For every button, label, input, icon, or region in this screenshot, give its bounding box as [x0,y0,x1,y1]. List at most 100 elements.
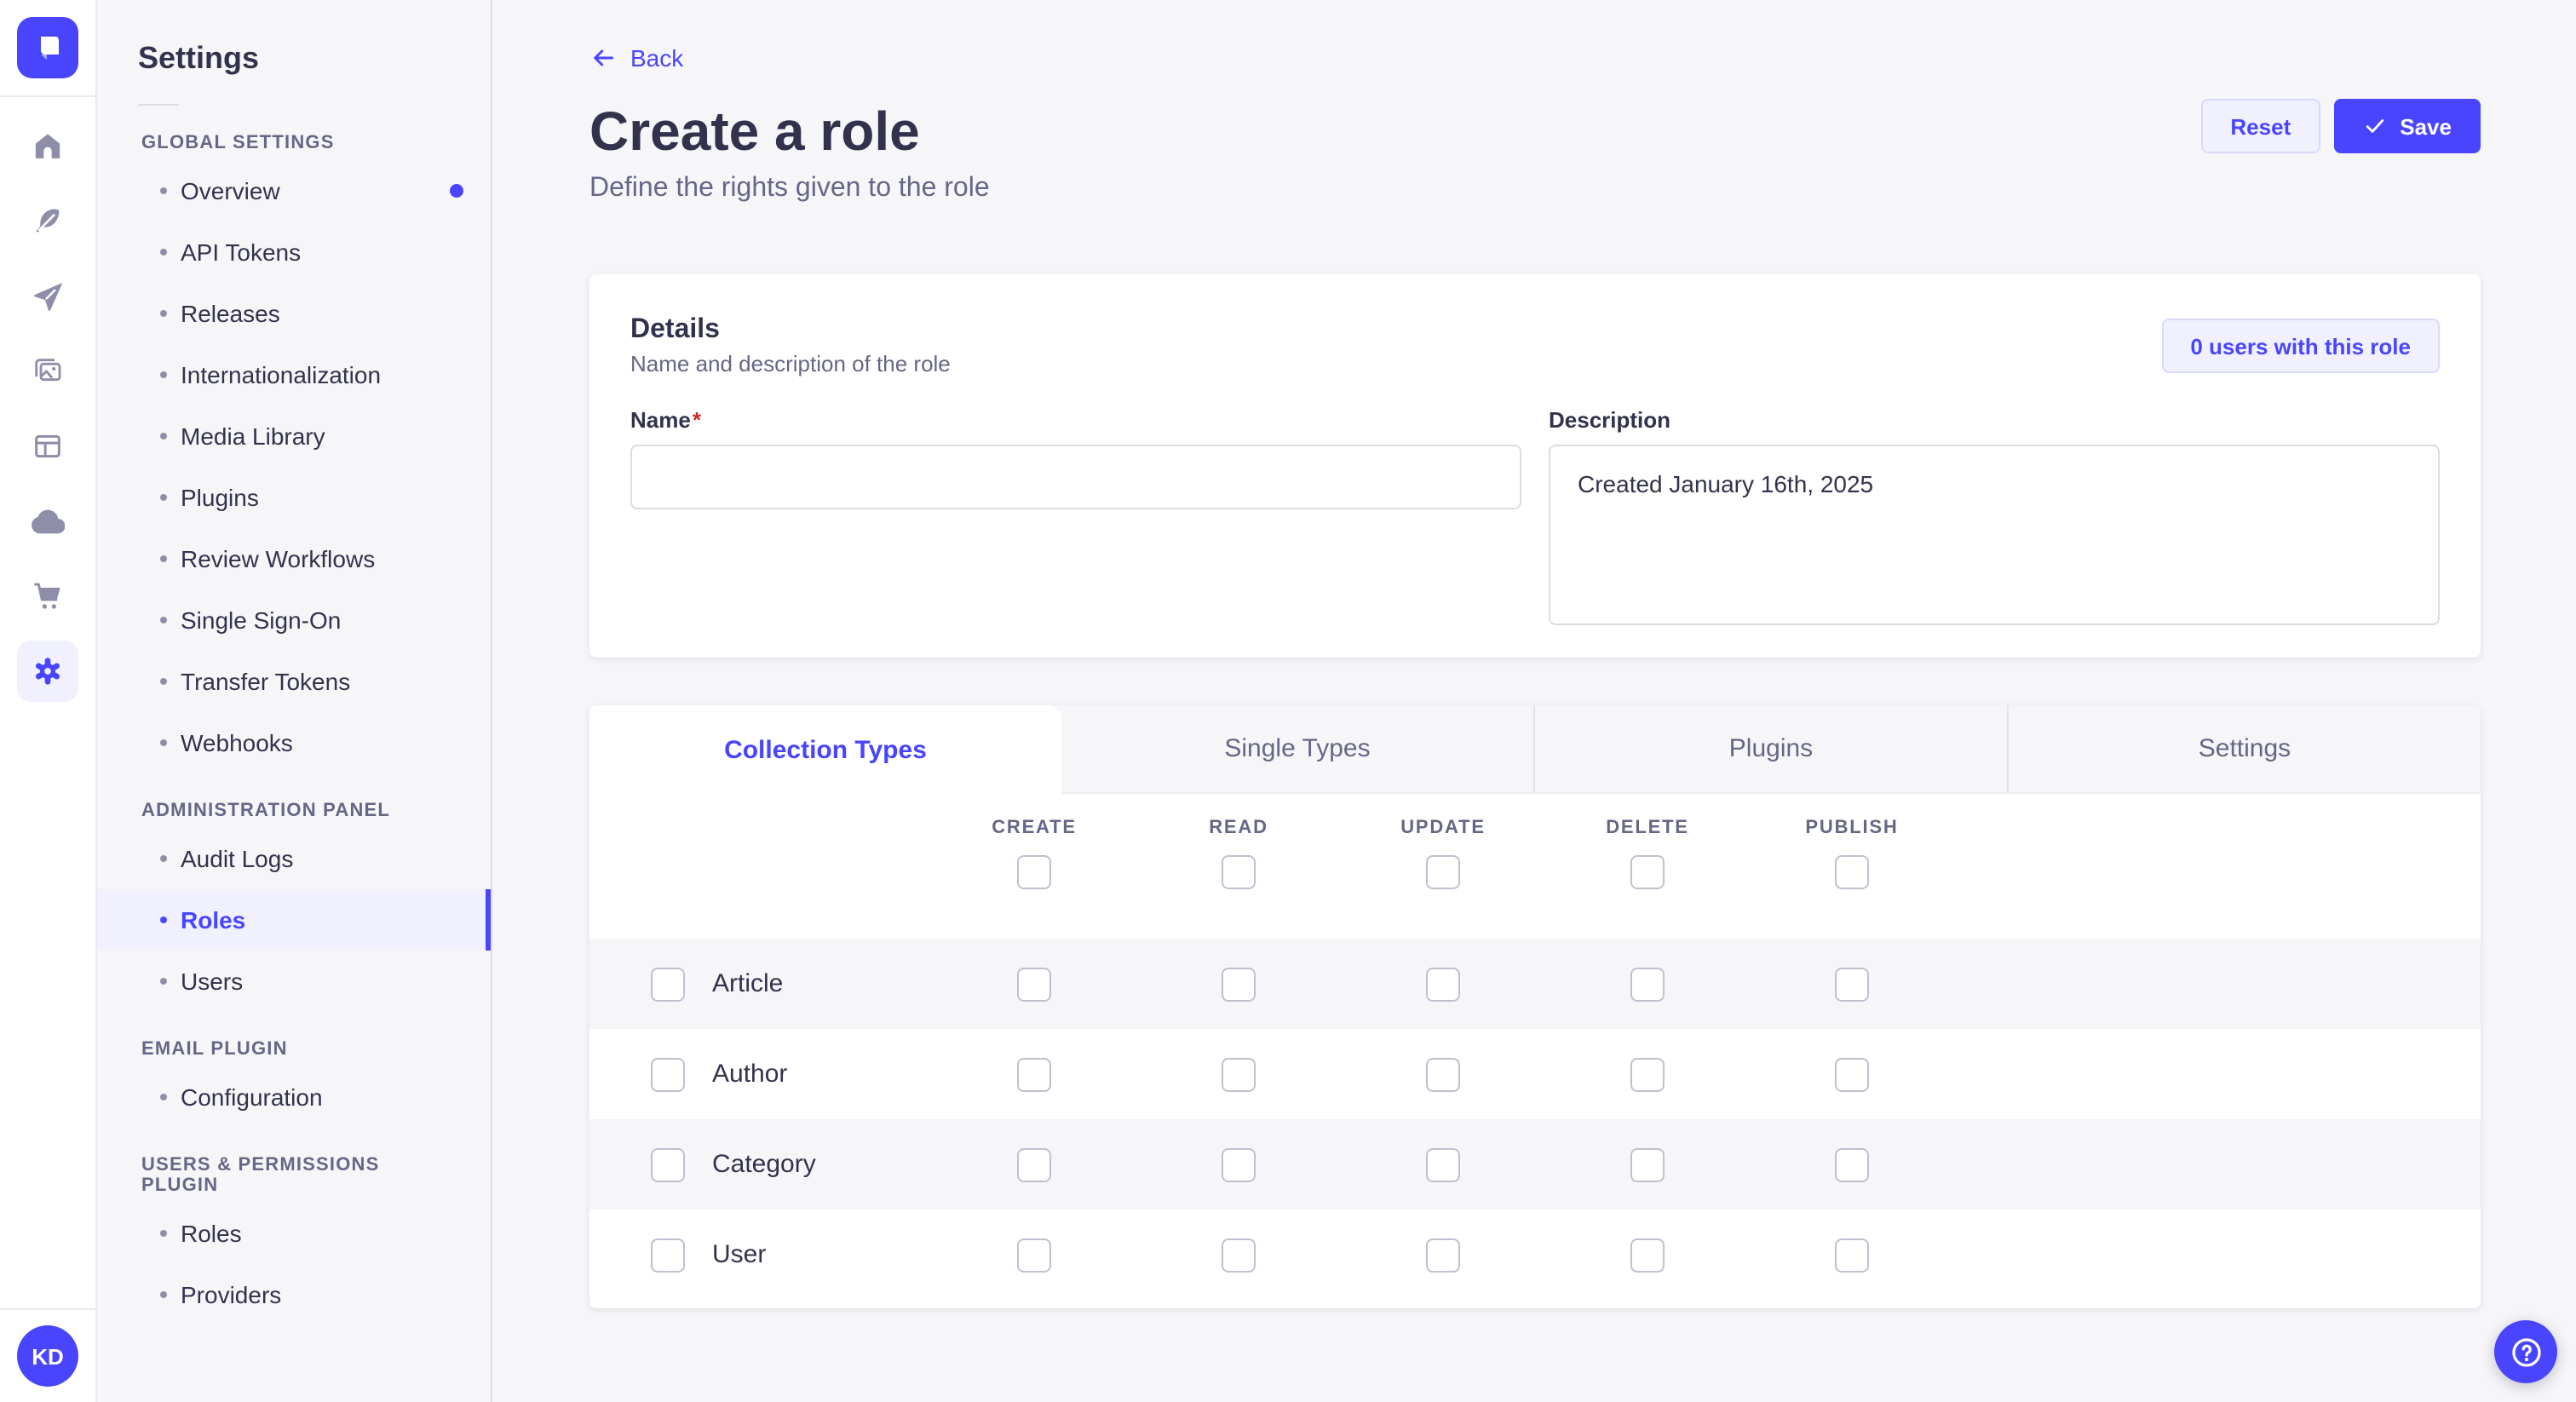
checkbox-user-publish[interactable] [1835,1238,1869,1272]
select-row-checkbox-user[interactable] [651,1238,685,1272]
subnav-item-review-workflows[interactable]: Review Workflows [97,528,491,589]
bullet-icon [160,249,167,256]
checkbox-article-read[interactable] [1222,967,1256,1001]
checkbox-article-delete[interactable] [1630,967,1665,1001]
checkbox-category-delete[interactable] [1630,1147,1665,1181]
subnav-section-header: EMAIL PLUGIN [141,1039,288,1060]
tab-single-types[interactable]: Single Types [1224,734,1371,763]
checkbox-author-create[interactable] [1017,1057,1051,1091]
question-icon [2511,1337,2540,1366]
subnav-item-webhooks[interactable]: Webhooks [97,712,491,773]
subnav-item-label: Single Sign-On [181,606,342,634]
checkbox-category-publish[interactable] [1835,1147,1869,1181]
bullet-icon [160,433,167,440]
subnav-item-media-library[interactable]: Media Library [97,405,491,467]
select-row-checkbox-category[interactable] [651,1147,685,1181]
select-column-checkbox-update[interactable] [1426,855,1460,889]
checkbox-category-read[interactable] [1222,1147,1256,1181]
select-row-checkbox-author[interactable] [651,1057,685,1091]
name-label-text: Name [630,407,691,433]
subnav-item-api-tokens[interactable]: API Tokens [97,221,491,283]
layout-rail-button[interactable] [10,409,85,484]
bullet-icon [160,739,167,746]
select-column-checkbox-delete[interactable] [1630,855,1665,889]
cart-rail-button[interactable] [10,559,85,634]
paper-plane-icon [34,283,62,311]
details-card: Details Name and description of the role… [589,274,2481,658]
home-rail-button[interactable] [10,109,85,184]
bullet-icon [160,1230,167,1237]
checkbox-author-publish[interactable] [1835,1057,1869,1091]
active-pill [17,641,78,702]
checkbox-user-create[interactable] [1017,1238,1051,1272]
subnav-item-internationalization[interactable]: Internationalization [97,344,491,405]
checkbox-article-publish[interactable] [1835,967,1869,1001]
subnav-section-header: ADMINISTRATION PANEL [141,801,391,821]
subnav-item-overview[interactable]: Overview [97,160,491,221]
strapi-logo[interactable] [17,17,78,78]
user-avatar[interactable]: KD [17,1325,78,1387]
subnav-section-header: USERS & PERMISSIONS PLUGIN [141,1155,380,1196]
back-link[interactable]: Back [589,41,683,75]
subnav-item-roles[interactable]: Roles [97,1203,491,1264]
checkbox-article-create[interactable] [1017,967,1051,1001]
page-title: Create a role [589,101,920,162]
description-textarea[interactable]: Created January 16th, 2025 [1549,445,2440,625]
checkbox-user-update[interactable] [1426,1238,1460,1272]
users-with-role-badge[interactable]: 0 users with this role [2161,319,2440,373]
details-fields: Name * Description Created January 16th, … [630,407,2440,634]
subnav-item-users[interactable]: Users [97,951,491,1012]
select-row-checkbox-article[interactable] [651,967,685,1001]
required-asterisk: * [692,407,701,433]
checkbox-category-update[interactable] [1426,1147,1460,1181]
feather-rail-button[interactable] [10,184,85,259]
subnav-divider [138,104,179,106]
media-library-rail-button[interactable] [10,334,85,409]
tab-settings[interactable]: Settings [2007,705,2481,792]
subnav-item-audit-logs[interactable]: Audit Logs [97,828,491,889]
save-button[interactable]: Save [2333,99,2481,153]
subnav-item-releases[interactable]: Releases [97,283,491,344]
table-row-author: Author [589,1029,2481,1119]
checkbox-article-update[interactable] [1426,967,1460,1001]
select-column-checkbox-read[interactable] [1222,855,1256,889]
subnav-item-label: Overview [181,177,280,204]
subnav-item-plugins[interactable]: Plugins [97,467,491,528]
tab-collection-types[interactable]: Collection Types [589,705,1061,794]
checkbox-author-delete[interactable] [1630,1057,1665,1091]
subnav-section-header: GLOBAL SETTINGS [141,133,335,153]
tab-plugins[interactable]: Plugins [1533,705,2007,792]
rail-divider [0,95,95,97]
settings-subnav: Settings GLOBAL SETTINGS Overview API Toke… [97,0,492,1402]
gear-rail-button[interactable] [10,634,85,709]
help-button[interactable] [2494,1320,2557,1383]
reset-button[interactable]: Reset [2201,99,2320,153]
subnav-item-label: Releases [181,300,280,327]
checkbox-user-read[interactable] [1222,1238,1256,1272]
checkbox-author-read[interactable] [1222,1057,1256,1091]
cart-icon [34,583,60,609]
subnav-item-label: Webhooks [181,729,293,756]
gear-icon [35,658,60,685]
checkbox-user-delete[interactable] [1630,1238,1665,1272]
subnav-item-label: Configuration [181,1083,323,1111]
name-field-group: Name * [630,407,1521,634]
page-header: Back Create a role Define the rights giv… [494,0,2576,210]
paper-plane-rail-button[interactable] [10,259,85,334]
subnav-item-configuration[interactable]: Configuration [97,1066,491,1128]
checkbox-category-create[interactable] [1017,1147,1051,1181]
bullet-icon [160,916,167,923]
checkbox-author-update[interactable] [1426,1057,1460,1091]
table-row-article: Article [589,939,2481,1029]
subnav-item-label: API Tokens [181,238,302,266]
cloud-rail-button[interactable] [10,484,85,559]
subnav-item-transfer-tokens[interactable]: Transfer Tokens [97,651,491,712]
row-label: User [712,1240,767,1269]
subnav-item-single-sign-on[interactable]: Single Sign-On [97,589,491,651]
description-field-group: Description Created January 16th, 2025 [1549,407,2440,634]
subnav-item-roles[interactable]: Roles [97,889,491,951]
select-column-checkbox-publish[interactable] [1835,855,1869,889]
select-column-checkbox-create[interactable] [1017,855,1051,889]
name-input[interactable] [630,445,1521,509]
subnav-item-providers[interactable]: Providers [97,1264,491,1325]
